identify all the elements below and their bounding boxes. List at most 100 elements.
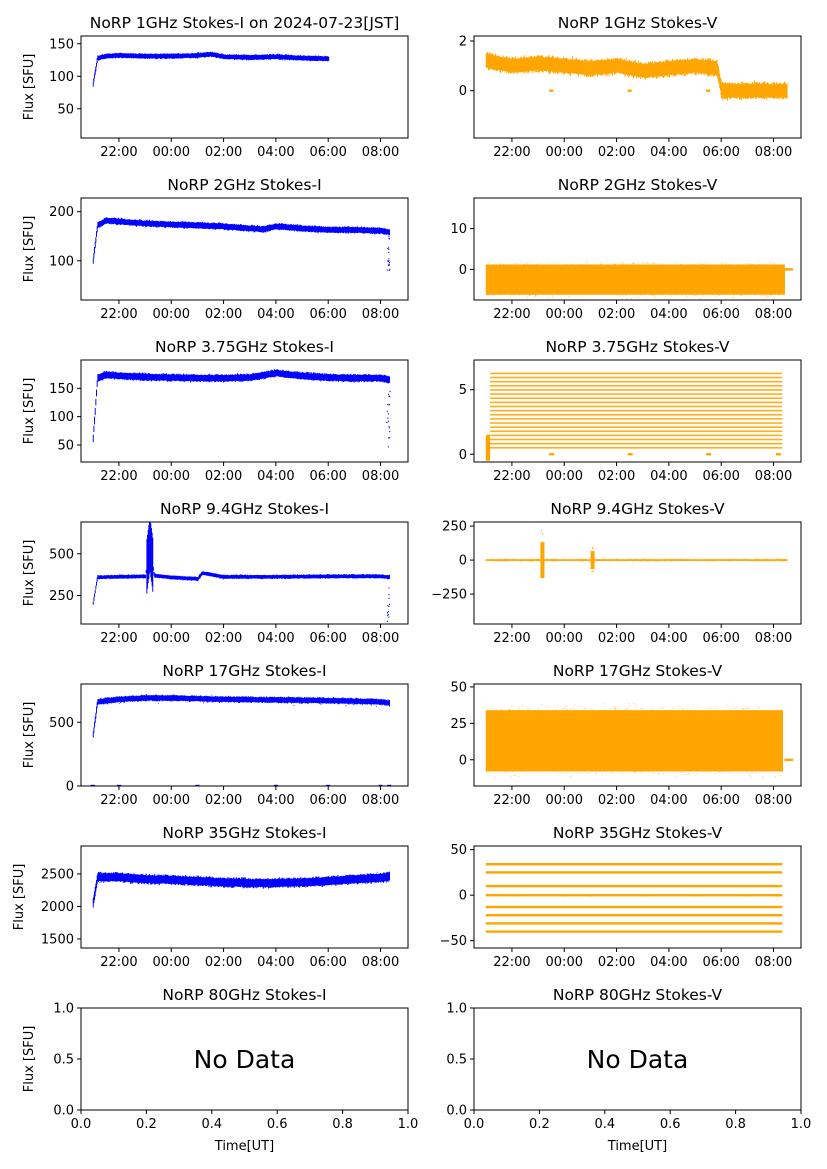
v-outlier bbox=[625, 295, 626, 296]
v-outlier bbox=[702, 264, 703, 265]
v-outlier bbox=[551, 560, 552, 561]
v-outlier bbox=[719, 559, 720, 560]
flux-band-mark bbox=[93, 253, 94, 258]
flux-drop-dot bbox=[387, 615, 388, 616]
v-outlier bbox=[752, 560, 753, 561]
v-level-row bbox=[490, 377, 782, 379]
v-outlier bbox=[573, 560, 574, 561]
flux-outlier bbox=[500, 63, 501, 64]
v-outlier bbox=[785, 560, 786, 561]
x-tick-label: 08:00 bbox=[362, 469, 399, 484]
v-outlier bbox=[754, 294, 755, 295]
v-outlier bbox=[539, 560, 540, 561]
v-outlier bbox=[554, 262, 555, 263]
flux-outlier bbox=[272, 56, 273, 57]
flux-outlier bbox=[274, 377, 275, 378]
flux-outlier bbox=[301, 373, 302, 374]
v-outlier bbox=[742, 559, 743, 560]
flux-outlier bbox=[239, 227, 240, 228]
flux-drop-dot bbox=[389, 396, 390, 397]
flux-outlier bbox=[702, 68, 703, 69]
v-outlier bbox=[666, 559, 667, 560]
flux-band-mark bbox=[95, 242, 96, 248]
v-outlier bbox=[635, 559, 636, 560]
flux-drop-dot bbox=[387, 621, 388, 622]
v-outlier bbox=[661, 263, 662, 264]
v-outlier bbox=[648, 294, 649, 295]
v-outlier bbox=[568, 296, 569, 297]
v-outlier bbox=[579, 265, 580, 266]
v-outlier bbox=[647, 560, 648, 561]
flux-outlier bbox=[179, 55, 180, 56]
flux-outlier bbox=[577, 68, 578, 69]
flux-drop-dot bbox=[388, 421, 389, 422]
flux-outlier bbox=[161, 55, 162, 56]
x-tick-label: 00:00 bbox=[153, 469, 190, 484]
v-outlier bbox=[603, 292, 604, 293]
flux-outlier bbox=[194, 578, 195, 579]
v-outlier bbox=[610, 267, 611, 268]
v-outlier bbox=[499, 294, 500, 295]
flux-drop-dot bbox=[387, 418, 388, 419]
flux-outlier bbox=[683, 66, 684, 67]
v-outlier bbox=[724, 559, 725, 560]
v-outlier bbox=[619, 560, 620, 561]
flux-outlier bbox=[100, 576, 101, 577]
v-outlier bbox=[518, 295, 519, 296]
v-outlier bbox=[590, 293, 591, 294]
flux-outlier bbox=[281, 56, 282, 57]
flux-outlier bbox=[282, 373, 283, 374]
flux-outlier bbox=[261, 576, 262, 577]
flux-outlier bbox=[321, 374, 322, 375]
v-outlier bbox=[537, 559, 538, 560]
v-level-row bbox=[490, 430, 782, 432]
flux-outlier bbox=[161, 57, 162, 58]
v-outlier bbox=[737, 560, 738, 561]
flux-outlier bbox=[126, 379, 127, 380]
flux-outlier bbox=[114, 376, 115, 377]
flux-outlier bbox=[274, 372, 275, 373]
y-tick-label: 0 bbox=[459, 263, 467, 278]
flux-outlier bbox=[258, 55, 259, 56]
v-outlier bbox=[770, 294, 771, 295]
x-tick-label: 02:00 bbox=[205, 631, 242, 646]
flux-outlier bbox=[102, 222, 103, 223]
v-outlier bbox=[643, 559, 644, 560]
flux-outlier bbox=[244, 227, 245, 228]
v-outlier bbox=[746, 295, 747, 296]
flux-band-mark bbox=[95, 713, 96, 719]
v-outlier bbox=[715, 560, 716, 561]
v-outlier bbox=[694, 295, 695, 296]
flux-outlier bbox=[331, 229, 332, 230]
flux-outlier bbox=[321, 59, 322, 60]
flux-outlier bbox=[593, 66, 594, 67]
v-outlier bbox=[722, 265, 723, 266]
flux-outlier bbox=[131, 576, 132, 577]
v-outlier bbox=[600, 263, 601, 264]
flux-outlier bbox=[101, 222, 102, 223]
v-outlier bbox=[487, 264, 488, 265]
flux-outlier bbox=[165, 223, 166, 224]
v-outlier bbox=[664, 559, 665, 560]
v-outlier bbox=[530, 261, 531, 262]
flux-outlier bbox=[285, 575, 286, 576]
flux-outlier bbox=[310, 57, 311, 58]
v-outlier bbox=[639, 297, 640, 298]
flux-outlier bbox=[362, 575, 363, 576]
flux-outlier bbox=[190, 226, 191, 227]
data-marks bbox=[486, 260, 793, 299]
flux-drop-dot bbox=[388, 616, 389, 617]
v-outlier bbox=[715, 293, 716, 294]
flux-outlier bbox=[107, 218, 108, 219]
v-spike-dot bbox=[542, 552, 543, 553]
v-outlier bbox=[714, 560, 715, 561]
v-outlier bbox=[485, 561, 486, 562]
flux-outlier bbox=[619, 67, 620, 68]
v-outlier bbox=[636, 560, 637, 561]
v-level-row bbox=[490, 443, 782, 445]
v-outlier bbox=[607, 260, 608, 261]
v-outlier bbox=[645, 297, 646, 298]
v-outlier bbox=[504, 560, 505, 561]
v-outlier bbox=[680, 264, 681, 265]
flux-outlier bbox=[122, 54, 123, 55]
